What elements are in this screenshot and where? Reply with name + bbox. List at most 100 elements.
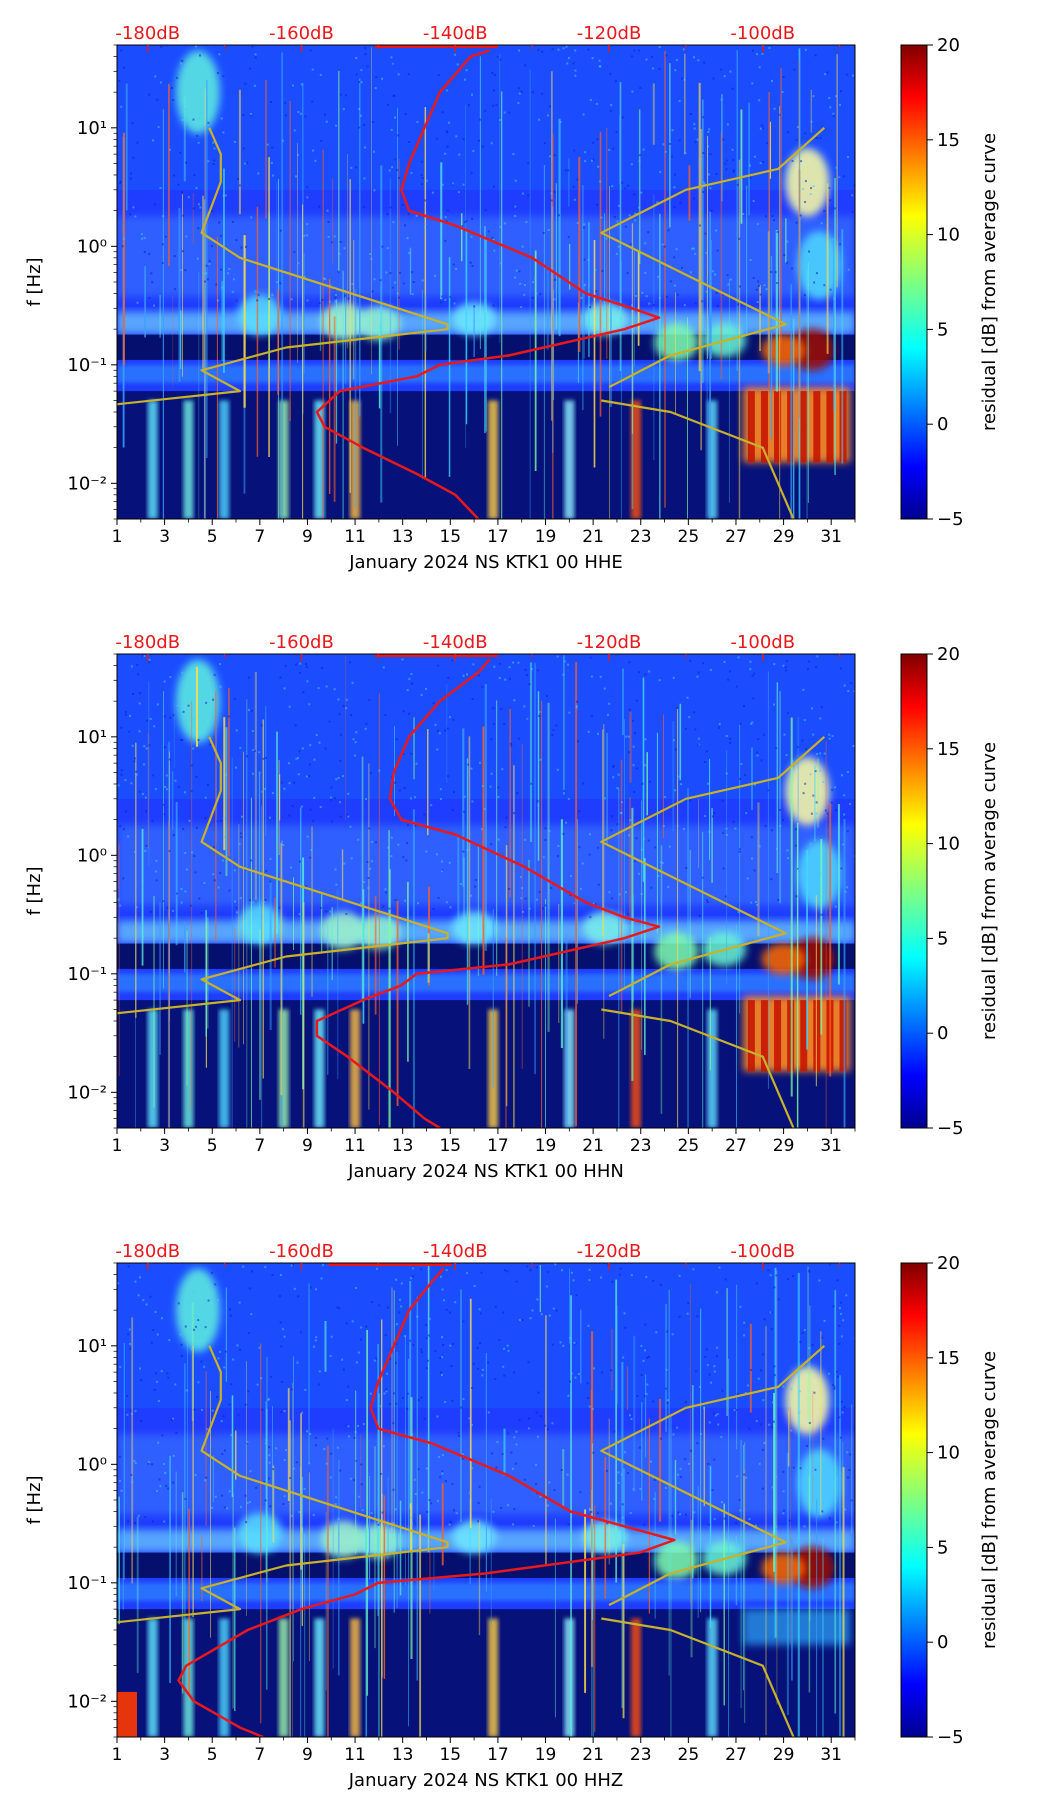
y-axis-label: f [Hz]	[24, 866, 45, 915]
speckle	[772, 1401, 775, 1404]
speckle	[254, 53, 257, 56]
speckle	[478, 1485, 481, 1488]
x-tick-label: 19	[535, 1136, 557, 1156]
y-tick-label: 10⁻¹	[67, 355, 107, 376]
speckle	[246, 1441, 249, 1444]
speckle	[515, 1280, 518, 1283]
speckle	[281, 139, 284, 142]
speckle	[153, 203, 156, 206]
speckle	[420, 1348, 423, 1351]
speckle	[633, 49, 636, 52]
speckle	[659, 1284, 662, 1287]
speckle	[674, 69, 677, 72]
speckle	[569, 874, 572, 877]
speckle	[739, 777, 742, 780]
speckle	[849, 802, 852, 805]
speckle	[693, 123, 696, 126]
speckle	[590, 159, 593, 162]
speckle	[552, 729, 555, 732]
speckle	[795, 221, 798, 224]
storm-band	[813, 1000, 821, 1072]
speckle	[625, 735, 628, 738]
speckle	[204, 796, 207, 799]
speckle	[192, 747, 195, 750]
speckle	[441, 295, 444, 298]
colorbar-tick-label: 0	[937, 1632, 948, 1653]
speckle	[386, 1523, 389, 1526]
speckle	[792, 1275, 795, 1278]
speckle	[559, 1341, 562, 1344]
speckle	[497, 795, 500, 798]
speckle	[334, 296, 337, 299]
speckle	[420, 693, 423, 696]
speckle	[476, 1347, 479, 1350]
speckle	[492, 1510, 495, 1513]
speckle	[550, 192, 553, 195]
x-tick-label: 1	[112, 527, 123, 547]
speckle	[497, 838, 500, 841]
speckle	[698, 1385, 701, 1388]
speckle	[394, 158, 397, 161]
speckle	[283, 1459, 286, 1462]
speckle	[478, 674, 481, 677]
speckle	[304, 1388, 307, 1391]
speckle	[339, 815, 342, 818]
speckle	[617, 1481, 620, 1484]
storm-energy	[743, 1609, 851, 1645]
speckle	[640, 191, 643, 194]
speckle	[339, 760, 342, 763]
speckle	[582, 226, 585, 229]
speckle	[518, 1319, 521, 1322]
speckle	[805, 748, 808, 751]
speckle	[453, 302, 456, 305]
speckle	[779, 825, 782, 828]
speckle	[612, 765, 615, 768]
speckle	[303, 1488, 306, 1491]
speckle	[350, 714, 353, 717]
speckle	[783, 254, 786, 257]
speckle	[249, 114, 252, 117]
speckle	[557, 844, 560, 847]
speckle	[206, 783, 209, 786]
speckle	[678, 1315, 681, 1318]
speckle	[674, 173, 677, 176]
speckle	[135, 773, 138, 776]
speckle	[234, 900, 237, 903]
speckle	[395, 738, 398, 741]
speckle	[144, 849, 147, 852]
speckle	[819, 872, 822, 875]
speckle	[250, 1313, 253, 1316]
speckle	[524, 838, 527, 841]
x-tick-label: 21	[582, 1745, 604, 1765]
speckle	[525, 674, 528, 677]
speckle	[648, 780, 651, 783]
band-high	[117, 654, 855, 799]
speckle	[347, 297, 350, 300]
noise-model-curve	[117, 127, 449, 406]
speckle	[783, 1509, 786, 1512]
speckle	[806, 668, 809, 671]
speckle	[596, 732, 599, 735]
speckle	[378, 769, 381, 772]
speckle	[149, 717, 152, 720]
speckle	[272, 174, 275, 177]
speckle	[579, 887, 582, 890]
speckle	[280, 1411, 283, 1414]
speckle	[761, 1353, 764, 1356]
speckle	[371, 290, 374, 293]
speckle	[420, 1351, 423, 1354]
speckle	[524, 897, 527, 900]
speckle	[546, 1504, 549, 1507]
speckle	[120, 769, 123, 772]
speckle	[722, 293, 725, 296]
speckle	[468, 1417, 471, 1420]
speckle	[822, 268, 825, 271]
speckle	[742, 212, 745, 215]
speckle	[647, 231, 650, 234]
speckle	[737, 656, 740, 659]
speckle	[280, 1345, 283, 1348]
speckle	[599, 65, 602, 68]
speckle	[832, 112, 835, 115]
speckle	[288, 705, 291, 708]
speckle	[632, 745, 635, 748]
